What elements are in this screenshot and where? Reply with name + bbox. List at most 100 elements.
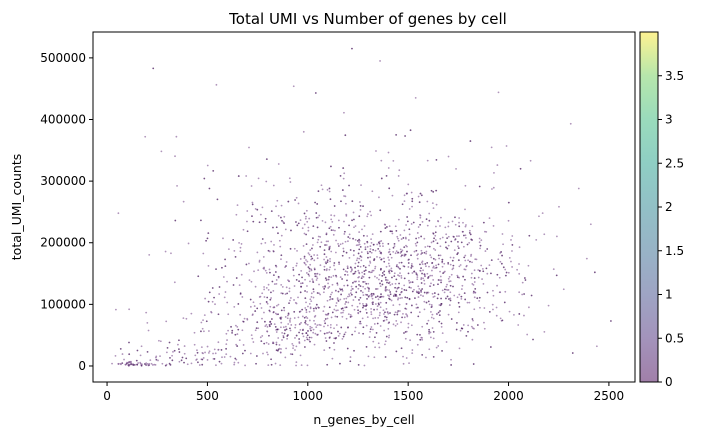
scatter-point [445,233,448,236]
scatter-point [558,205,560,208]
scatter-point [232,239,235,241]
scatter-point [336,282,339,285]
scatter-point [521,281,524,284]
scatter-point [246,210,249,212]
scatter-point [328,331,331,334]
scatter-point [386,288,388,291]
scatter-point [295,334,298,337]
scatter-point [272,306,275,309]
scatter-point [357,265,359,268]
scatter-point [119,347,122,350]
colorbar-tick-label: 0 [665,375,673,389]
scatter-point [416,333,419,336]
scatter-point [365,282,368,285]
scatter-point [376,276,378,279]
scatter-point [407,272,410,275]
scatter-point [352,288,354,290]
scatter-point [384,311,386,314]
scatter-point [364,287,367,290]
scatter-point [408,286,411,289]
scatter-point [472,292,475,294]
scatter-point [348,293,350,296]
scatter-point [358,215,361,218]
scatter-point [369,210,372,213]
scatter-point [336,297,339,300]
scatter-point [510,239,512,241]
scatter-point [350,266,352,269]
scatter-point [424,246,427,248]
scatter-point [411,272,414,274]
scatter-point [203,330,205,333]
scatter-point [370,238,372,240]
scatter-point [305,315,308,318]
scatter-point [392,160,395,162]
scatter-point [446,283,448,286]
scatter-point [362,302,364,305]
scatter-point [290,229,292,232]
scatter-point [331,311,334,314]
scatter-point [207,352,210,354]
scatter-point [304,217,307,220]
scatter-point [431,327,434,329]
scatter-point [293,247,296,250]
scatter-point [426,200,429,203]
scatter-point [207,264,210,267]
scatter-point [376,308,379,311]
scatter-point [368,336,371,339]
scatter-point [523,293,525,295]
scatter-point [267,289,270,291]
scatter-point [115,308,117,311]
scatter-point [440,297,442,300]
scatter-point [478,299,481,302]
scatter-point [443,262,446,265]
scatter-point [173,281,176,284]
scatter-point [380,258,383,261]
scatter-point [284,316,287,318]
scatter-point [395,229,398,232]
scatter-point [410,304,413,307]
scatter-point [457,259,460,262]
scatter-point [281,292,284,295]
scatter-point [452,264,455,267]
scatter-point [226,301,229,304]
scatter-point [305,323,307,325]
scatter-point [263,311,265,314]
scatter-point [502,243,504,246]
scatter-point [237,361,240,364]
scatter-point [504,268,507,271]
scatter-point [343,230,346,233]
scatter-point [294,301,297,304]
scatter-point [310,336,313,339]
scatter-point [419,223,422,226]
scatter-point [421,288,424,290]
scatter-point [348,224,350,227]
scatter-point [463,292,466,295]
scatter-point [169,363,172,366]
scatter-point [264,217,267,220]
scatter-point [420,289,422,292]
scatter-point [205,320,208,323]
scatter-point [382,245,384,248]
scatter-point [450,358,452,361]
scatter-point [275,341,278,344]
scatter-point [239,246,242,249]
scatter-point [342,309,345,312]
scatter-point [386,279,389,282]
scatter-point [372,317,374,320]
scatter-point [360,259,363,262]
scatter-point [478,296,481,299]
scatter-point [312,328,315,331]
scatter-point [320,184,323,187]
scatter-point [299,354,302,357]
scatter-point [238,242,240,244]
scatter-point [286,292,289,295]
scatter-point [441,289,444,292]
scatter-point [296,224,299,227]
scatter-point [358,299,360,301]
scatter-point [294,337,296,339]
scatter-point [342,247,345,250]
scatter-point [434,231,437,234]
scatter-point [426,261,429,264]
scatter-point [428,219,431,222]
scatter-point [365,345,368,348]
